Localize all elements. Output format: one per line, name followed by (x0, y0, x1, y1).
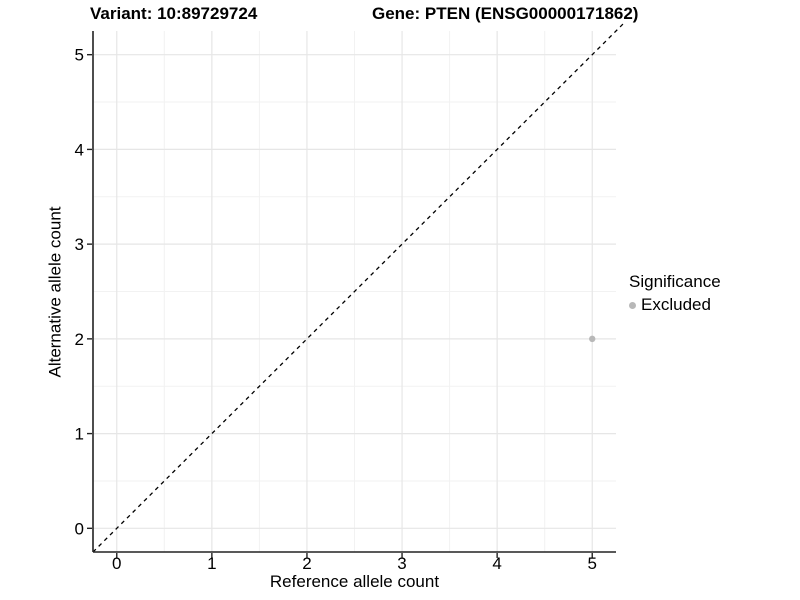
x-tick-label: 1 (207, 554, 216, 573)
legend-item-excluded: Excluded (629, 295, 721, 315)
y-axis-title-box: Alternative allele count (46, 31, 66, 552)
y-axis-title: Alternative allele count (46, 205, 66, 378)
identity-line (92, 22, 625, 553)
plot-title-variant: Variant: 10:89729724 (90, 4, 258, 23)
x-tick-label: 0 (112, 554, 121, 573)
x-axis-title: Reference allele count (269, 572, 440, 591)
legend: Significance Excluded (629, 272, 721, 315)
x-tick-label: 2 (302, 554, 311, 573)
x-tick-label: 4 (492, 554, 501, 573)
y-tick-label: 4 (75, 140, 84, 159)
legend-item-label: Excluded (641, 295, 711, 314)
y-tick-label: 5 (75, 46, 84, 65)
data-point-excluded (589, 335, 596, 343)
y-tick-label: 0 (75, 519, 84, 538)
y-tick-label: 3 (75, 235, 84, 254)
x-tick-label: 3 (397, 554, 406, 573)
legend-key-dot (629, 301, 636, 309)
x-tick-label: 5 (587, 554, 596, 573)
legend-title: Significance (629, 272, 721, 291)
y-tick-label: 1 (75, 425, 84, 444)
plot-title-gene: Gene: PTEN (ENSG00000171862) (372, 4, 639, 23)
y-tick-label: 2 (75, 330, 84, 349)
